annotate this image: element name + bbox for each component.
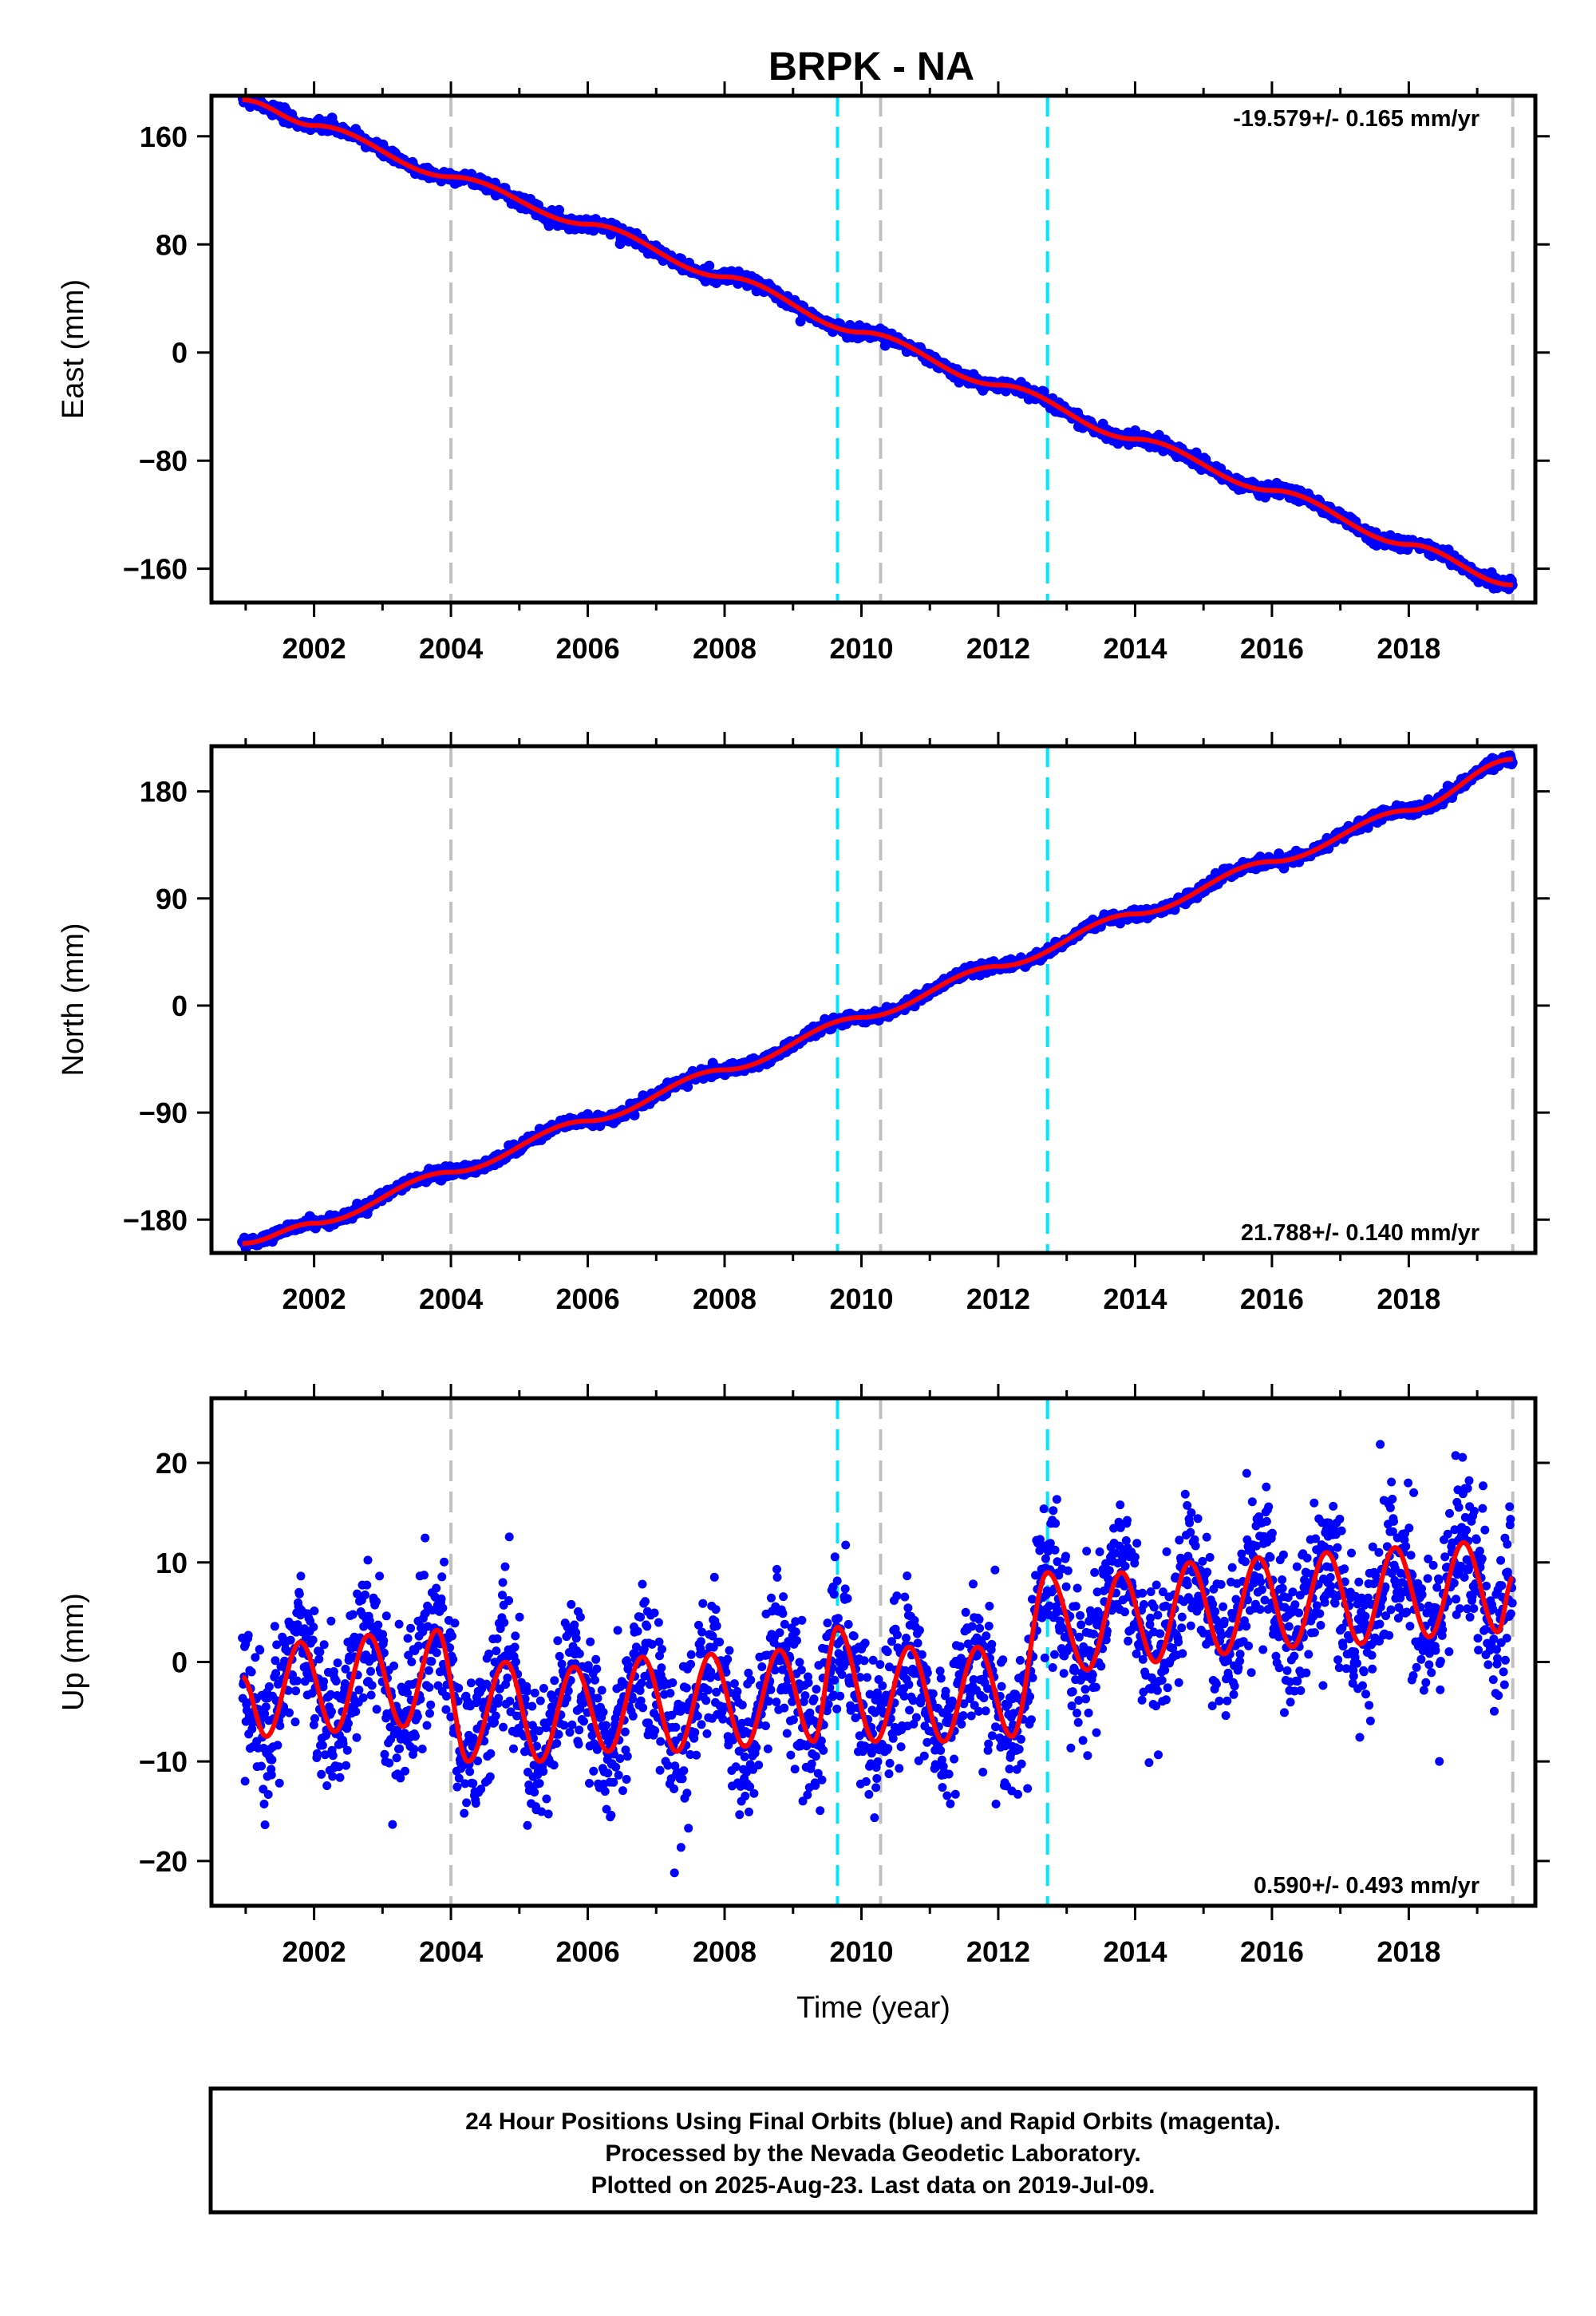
y-tick-label: 0 (172, 990, 188, 1022)
x-tick-label: 2016 (1240, 1282, 1304, 1315)
y-tick-label: 90 (156, 883, 188, 915)
rate-annotation: 21.788+/- 0.140 mm/yr (1241, 1220, 1479, 1246)
plot-frame (209, 1396, 1538, 1908)
data-points (238, 96, 1518, 595)
x-tick-label: 2008 (693, 632, 757, 665)
plot-area (238, 96, 1518, 603)
x-tick-label: 2012 (966, 1935, 1030, 1968)
plot-frame (209, 93, 1538, 605)
x-tick-label: 2018 (1377, 632, 1440, 665)
y-tick-label: 0 (172, 1646, 188, 1678)
x-tick-label: 2002 (282, 632, 346, 665)
y-axis-label: East (mm) (57, 279, 90, 419)
x-tick-label: 2006 (556, 1935, 620, 1968)
y-axis-label: Up (mm) (57, 1593, 90, 1711)
y-tick-label: −80 (139, 445, 188, 477)
y-tick-label: 0 (172, 337, 188, 370)
x-tick-label: 2002 (282, 1935, 346, 1968)
y-tick-label: 20 (156, 1447, 188, 1480)
y-tick-label: −20 (139, 1845, 188, 1878)
x-tick-label: 2018 (1377, 1282, 1440, 1315)
x-tick-label: 2006 (556, 632, 620, 665)
plot-area (238, 1398, 1517, 1906)
y-tick-label: −180 (123, 1203, 188, 1236)
y-tick-label: 180 (140, 776, 188, 808)
x-tick-label: 2006 (556, 1282, 620, 1315)
x-tick-label: 2004 (419, 1282, 483, 1315)
x-tick-label: 2004 (419, 632, 483, 665)
x-tick-label: 2016 (1240, 632, 1304, 665)
x-tick-label: 2010 (829, 1282, 893, 1315)
plot-area (237, 746, 1518, 1253)
x-tick-label: 2010 (829, 632, 893, 665)
x-tick-label: 2008 (693, 1935, 757, 1968)
x-tick-label: 2002 (282, 1282, 346, 1315)
x-tick-label: 2018 (1377, 1935, 1440, 1968)
footer-border (208, 2086, 1538, 2215)
y-axis-label: North (mm) (57, 923, 90, 1076)
x-tick-label: 2010 (829, 1935, 893, 1968)
panel-north: 2002 2004 2006 2008 2010 2012 2014 2016 2018 −180… (57, 732, 1550, 1315)
footer-line-processed: Processed by the Nevada Geodetic Laborat… (605, 2140, 1140, 2167)
panel-up: 2002 2004 2006 2008 2010 2012 2014 2016 2018−20−… (57, 1384, 1550, 2025)
rate-annotation: 0.590+/- 0.493 mm/yr (1254, 1873, 1479, 1899)
model-fit-line (241, 1539, 1515, 1765)
panel-east: 2002 2004 2006 2008 2010 2012 2014 2016 2018 −160… (57, 81, 1550, 665)
model-fit-line (241, 97, 1514, 587)
x-tick-label: 2016 (1240, 1935, 1304, 1968)
rate-annotation: -19.579+/- 0.165 mm/yr (1233, 106, 1479, 132)
x-tick-label: 2014 (1103, 632, 1167, 665)
y-tick-label: −160 (123, 553, 188, 586)
x-tick-label: 2012 (966, 632, 1030, 665)
x-tick-label: 2014 (1103, 1282, 1167, 1315)
footer-box: 24 Hour Positions Using Final Orbits (bl… (208, 2086, 1538, 2215)
plot-frame (209, 744, 1538, 1255)
model-fit-line (241, 757, 1514, 1247)
x-axis-label: Time (year) (796, 1991, 950, 2025)
x-tick-label: 2012 (966, 1282, 1030, 1315)
chart-title: BRPK - NA (768, 44, 974, 89)
y-tick-label: −10 (139, 1745, 188, 1778)
footer-line-plotted: Plotted on 2025-Aug-23. Last data on 201… (591, 2172, 1156, 2199)
panels-group: 2002 2004 2006 2008 2010 2012 2014 2016 2018−160… (57, 81, 1550, 2025)
y-tick-label: 160 (140, 121, 188, 153)
x-tick-label: 2008 (693, 1282, 757, 1315)
y-tick-label: −90 (139, 1097, 188, 1129)
y-tick-label: 80 (156, 228, 188, 261)
data-points (238, 1440, 1517, 1878)
x-tick-label: 2004 (419, 1935, 483, 1968)
footer-line-orbits: 24 Hour Positions Using Final Orbits (bl… (465, 2109, 1281, 2135)
x-tick-label: 2014 (1103, 1935, 1167, 1968)
y-tick-label: 10 (156, 1547, 188, 1579)
